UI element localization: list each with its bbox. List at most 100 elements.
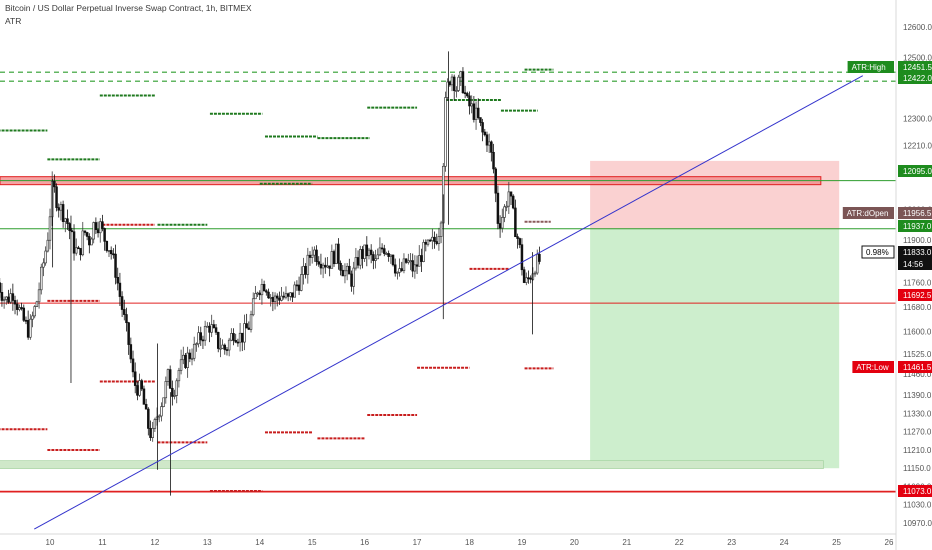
candle-body: [157, 415, 161, 418]
candle-body: [527, 277, 530, 280]
candle-body: [136, 385, 139, 396]
candle-body: [53, 180, 56, 188]
candle-body: [118, 282, 122, 297]
candle-body: [391, 254, 395, 266]
candle-body: [230, 333, 233, 341]
candle-body: [474, 107, 478, 120]
candle-body: [26, 320, 30, 338]
candle-body: [350, 273, 353, 287]
candle-body: [254, 293, 257, 300]
candle-body: [422, 241, 425, 262]
candle-body: [538, 253, 541, 262]
candle-body: [529, 277, 532, 280]
candle-body: [164, 381, 168, 399]
price-tag-6: 14:56: [898, 258, 932, 270]
candle-body: [68, 223, 71, 232]
candle-body: [439, 222, 443, 237]
candle-body: [444, 97, 447, 167]
candle-body: [313, 249, 316, 256]
indicator-label: ATR: [5, 16, 22, 26]
candle-body: [337, 243, 340, 264]
price-axis[interactable]: 12600.012500.012300.012210.012130.012000…: [903, 23, 932, 528]
candle-body: [13, 300, 17, 305]
candle-body: [498, 223, 502, 229]
candle-body: [492, 151, 495, 170]
price-tag-4: 11937.0: [898, 220, 932, 232]
candle-body: [514, 207, 517, 238]
candle-body: [448, 81, 452, 86]
candle-body: [455, 90, 458, 92]
candle-body: [33, 306, 36, 317]
candle-body: [232, 333, 235, 341]
candle-body: [166, 369, 170, 382]
candle-body: [120, 296, 124, 310]
candle-body: [324, 264, 327, 268]
price-tag-value-bg: [898, 61, 932, 73]
candle-body: [221, 344, 224, 349]
demand-zone: [0, 460, 824, 469]
candle-body: [332, 251, 336, 265]
candle-body: [85, 232, 89, 237]
candle-body: [507, 191, 511, 207]
candle-body: [496, 192, 500, 224]
candle-body: [310, 254, 314, 258]
candle-body: [356, 257, 360, 266]
price-tag-value-bg: [898, 289, 932, 301]
candle-body: [160, 406, 163, 417]
price-tag-3: ATR:dOpen 11956.5: [842, 207, 932, 219]
candle-body: [494, 168, 497, 194]
candle-body: [208, 325, 211, 333]
candle-body: [291, 292, 294, 298]
ascending-trendline: [34, 75, 864, 530]
candle-body: [15, 303, 19, 310]
levels-layer: [0, 71, 896, 493]
candle-body: [321, 264, 325, 269]
price-tag-value-bg: [898, 485, 932, 497]
candle-body: [463, 92, 467, 95]
candle-body: [129, 344, 133, 360]
candle-body: [109, 250, 113, 255]
price-tag-value: 12095.0: [903, 167, 932, 176]
price-tag-1: 12422.0: [898, 72, 932, 84]
candle-body: [241, 332, 244, 343]
price-tick-1: 12500.0: [903, 53, 932, 62]
candle-body: [415, 264, 419, 267]
candle-body: [417, 255, 421, 267]
candle-body: [88, 236, 91, 246]
candle-body: [409, 260, 412, 262]
price-tag-value: 11937.0: [903, 222, 932, 231]
candle-body: [74, 247, 78, 254]
candle-body: [378, 247, 382, 256]
candle-body: [300, 274, 303, 291]
candle-body: [533, 272, 537, 275]
time-label-16: 26: [885, 538, 894, 547]
time-label-2: 12: [150, 538, 159, 547]
candle-body: [22, 307, 26, 321]
price-tag-value: 11692.5: [903, 291, 932, 300]
candle-body: [188, 352, 192, 360]
candle-body: [243, 323, 246, 343]
candle-body: [112, 253, 115, 256]
price-tick-10: 11525.0: [903, 350, 932, 359]
trendline-layer[interactable]: [34, 75, 864, 530]
candle-body: [481, 122, 484, 133]
candle-body: [352, 267, 355, 287]
price-tick-2: 12300.0: [903, 114, 932, 123]
candle-body: [457, 76, 460, 91]
price-tick-11: 11460.0: [903, 370, 932, 379]
price-tag-value-bg: [898, 207, 932, 219]
price-tick-9: 11600.0: [903, 327, 932, 336]
candle-body: [387, 253, 390, 257]
candle-body: [262, 284, 266, 292]
candle-body: [236, 341, 240, 344]
candle-body: [94, 222, 98, 230]
candle-body: [175, 380, 178, 396]
candle-body: [173, 395, 176, 397]
time-axis[interactable]: 10 11 12 13 14 15 16 17 18 19 20 21 22 23 24 25 26: [46, 538, 894, 547]
price-tag-label-bg: [852, 361, 894, 373]
time-label-5: 15: [308, 538, 317, 547]
price-tag-value: 12451.5: [903, 63, 932, 72]
candle-body: [37, 289, 41, 303]
candle-body: [420, 255, 423, 262]
